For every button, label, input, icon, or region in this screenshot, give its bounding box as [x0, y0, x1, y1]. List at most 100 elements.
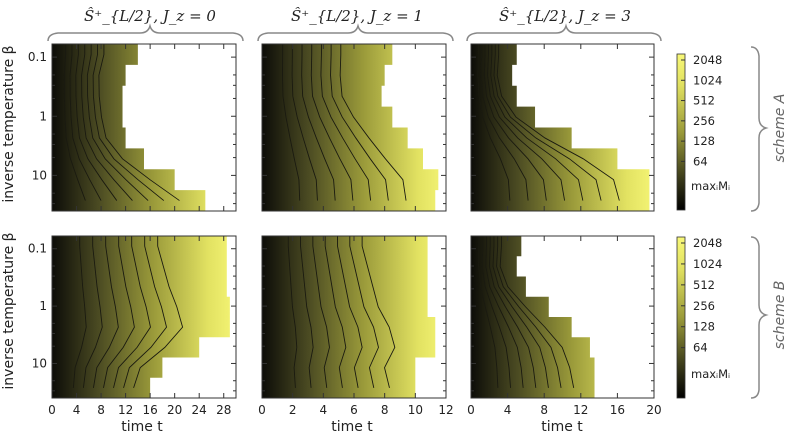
brace-col-2	[257, 23, 454, 42]
contour-line	[496, 44, 620, 201]
column-title-jz3: Ŝ⁺_{L/2}, J_z = 3	[499, 7, 631, 25]
contour-line	[103, 236, 135, 388]
contour-line	[92, 44, 165, 201]
contour-line	[86, 44, 149, 201]
row-braces	[750, 46, 769, 399]
x-tick-label: 12	[438, 403, 453, 417]
column-title-jz1: Ŝ⁺_{L/2}, J_z = 1	[291, 7, 423, 25]
y-axis-label-bottom: inverse temperature β	[1, 232, 17, 389]
colorbar-tick-label: 2048	[693, 236, 722, 250]
panel-a-jz0: 0.1 1 10	[28, 43, 237, 212]
x-tick-label: 12	[573, 403, 588, 417]
contour-line	[320, 44, 372, 201]
contour-line	[324, 236, 347, 388]
x-tick-label: 28	[216, 403, 231, 417]
contour-line	[330, 44, 389, 201]
heatmap-fill	[471, 44, 650, 211]
contour-line	[123, 236, 168, 388]
y-tick-label: 1	[39, 109, 47, 123]
colorbar-tick-label: 256	[693, 114, 715, 128]
contour-line	[480, 44, 529, 201]
panel-frame	[470, 43, 655, 212]
panel-a-jz1	[261, 43, 447, 212]
contour-line	[69, 44, 102, 201]
contour-line	[92, 236, 119, 388]
colorbar-tick-label: 1024	[693, 257, 722, 271]
contour-line	[487, 44, 566, 201]
contour-line	[98, 44, 180, 201]
x-tick-label: 20	[646, 403, 661, 417]
contour-line	[113, 236, 151, 388]
x-tick-label: 2	[289, 403, 297, 417]
heatmap-region	[471, 236, 595, 398]
panel-b-jz3: 0 4 8 12 16 20	[467, 235, 662, 417]
x-axis-label-col3: time t	[541, 419, 583, 435]
heatmap-region	[52, 44, 206, 211]
heatmap-region	[52, 236, 230, 398]
contour-line	[312, 236, 330, 388]
colorbar-tick-label: 64	[693, 341, 708, 355]
contour-line	[485, 236, 524, 388]
x-axis-label-col2: time t	[331, 419, 373, 435]
contour-line	[301, 44, 336, 201]
x-tick-label: 16	[610, 403, 625, 417]
heatmap-fill	[262, 236, 436, 398]
row-label-scheme-a: scheme A	[772, 94, 788, 163]
colorbar-a: 2048 1024 512 256 128 64 maxᵢMᵢ	[676, 53, 730, 211]
x-tick-label: 0	[258, 403, 266, 417]
panel-b-jz0: 0.1 1 10 0 4 8 12 16 20 24 28	[28, 235, 237, 417]
heatmap-region	[262, 236, 436, 398]
x-tick-label: 12	[118, 403, 133, 417]
colorbars: 2048 1024 512 256 128 64 maxᵢMᵢ 2048 1024 512 256 1…	[676, 53, 730, 399]
x-tick-label: 16	[142, 403, 157, 417]
brace-row-b	[750, 236, 769, 399]
colorbar-gradient	[676, 53, 686, 211]
contour-line	[499, 236, 575, 388]
colorbar-tick-label: 64	[693, 154, 708, 168]
colorbar-gradient	[676, 236, 686, 399]
heatmap-region	[262, 44, 439, 211]
x-tick-label: 4	[73, 403, 81, 417]
x-tick-label: 0	[467, 403, 475, 417]
brace-col-3	[466, 23, 662, 42]
panel-frame	[470, 235, 655, 399]
contour-line	[490, 44, 584, 201]
x-tick-label: 24	[192, 403, 207, 417]
panel-b-jz1: 0 2 4 6 8 10 12	[258, 235, 454, 417]
colorbar-tick-label: 512	[693, 278, 715, 292]
y-tick-label: 10	[32, 168, 47, 182]
column-titles: Ŝ⁺_{L/2}, J_z = 0 Ŝ⁺_{L/2}, J_z = 1 Ŝ⁺_{…	[84, 7, 631, 25]
x-tick-label: 4	[320, 403, 328, 417]
contour-line	[282, 44, 301, 201]
x-tick-label: 4	[504, 403, 512, 417]
row-label-scheme-b: scheme B	[772, 281, 788, 350]
heatmap-region	[471, 44, 650, 211]
contour-line	[478, 236, 499, 388]
y-axis-label-top: inverse temperature β	[1, 45, 17, 202]
heatmap-fill	[471, 236, 595, 398]
colorbar-min-label: maxᵢMᵢ	[691, 179, 730, 193]
heatmap-fill	[52, 236, 230, 398]
y-tick-label: 10	[32, 356, 47, 370]
colorbar-tick-label: 128	[693, 320, 715, 334]
contour-line	[492, 236, 549, 388]
x-tick-label: 20	[167, 403, 182, 417]
brace-row-a	[750, 46, 769, 212]
colorbar-min-label: maxᵢMᵢ	[691, 367, 730, 381]
contour-line	[337, 236, 363, 388]
contour-line	[339, 44, 407, 201]
x-tick-label: 8	[381, 403, 389, 417]
contour-line	[63, 44, 86, 201]
x-tick-label: 10	[408, 403, 423, 417]
column-title-jz0: Ŝ⁺_{L/2}, J_z = 0	[84, 7, 216, 25]
colorbar-tick-label: 2048	[693, 53, 722, 67]
panel-frame	[51, 43, 237, 212]
panel-a-jz3	[470, 43, 655, 212]
y-tick-label: 1	[39, 299, 47, 313]
contour-line	[310, 44, 354, 201]
contour-line	[72, 236, 87, 388]
colorbar-tick-label: 256	[693, 299, 715, 313]
contour-line	[349, 236, 379, 388]
